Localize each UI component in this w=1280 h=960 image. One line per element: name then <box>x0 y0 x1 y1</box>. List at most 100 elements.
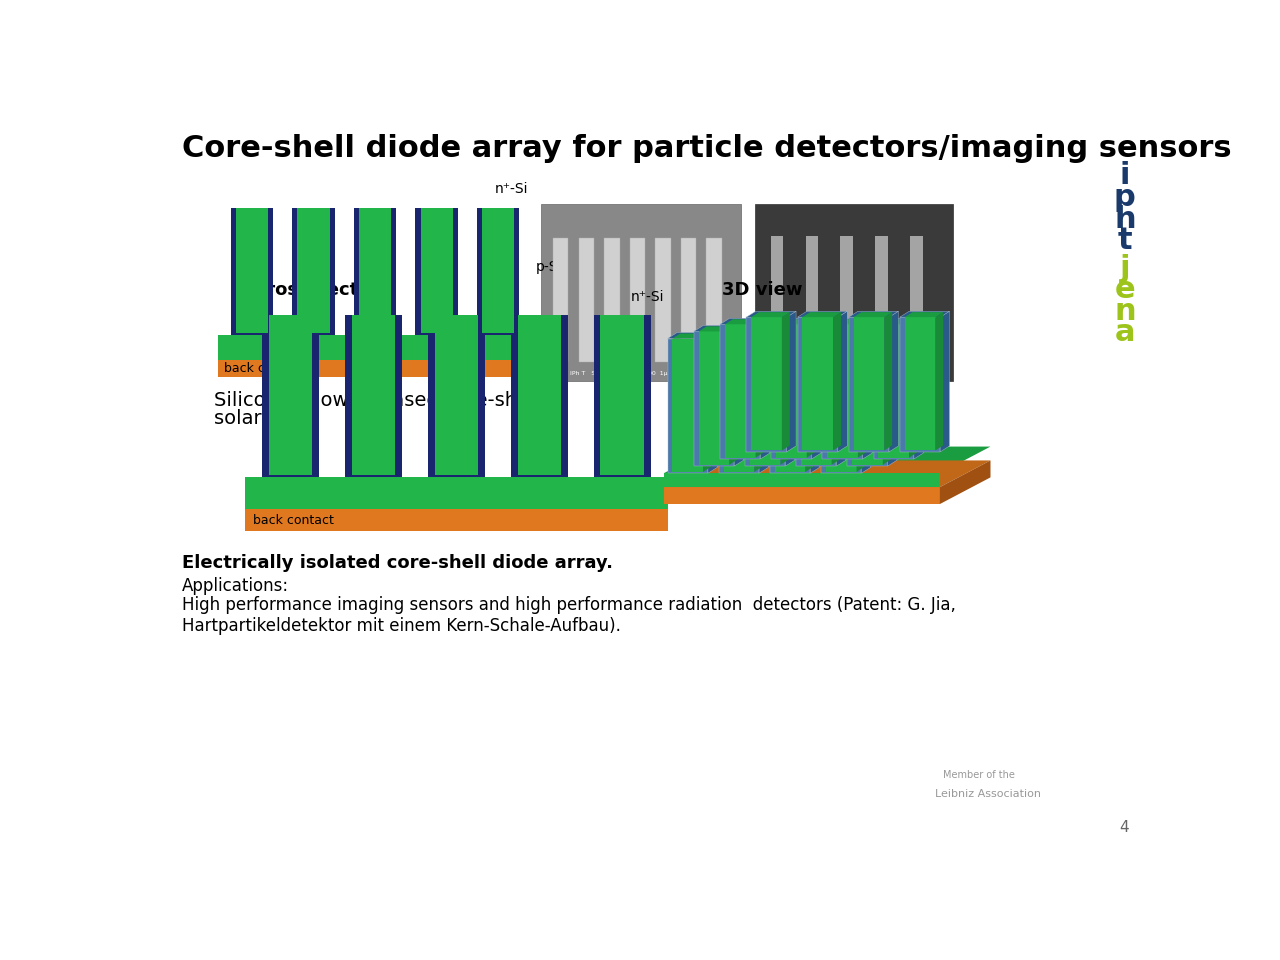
Text: Silicon nanowire based core-shell: Silicon nanowire based core-shell <box>214 391 540 410</box>
Bar <box>891 362 929 366</box>
Bar <box>541 204 741 381</box>
Bar <box>820 339 861 473</box>
Bar <box>435 316 479 475</box>
Polygon shape <box>724 320 764 324</box>
Bar <box>358 207 392 333</box>
Polygon shape <box>723 333 762 339</box>
Text: Member of the: Member of the <box>943 770 1015 780</box>
Bar <box>771 236 783 367</box>
Bar <box>655 238 671 362</box>
Polygon shape <box>771 332 819 339</box>
Bar <box>230 207 273 335</box>
Bar <box>900 317 940 452</box>
Bar <box>910 236 923 367</box>
Polygon shape <box>936 312 943 450</box>
Text: p-Si: p-Si <box>672 395 698 409</box>
Text: p-Si: p-Si <box>536 260 562 274</box>
Polygon shape <box>905 312 943 317</box>
Text: i: i <box>1120 161 1130 190</box>
Polygon shape <box>861 332 870 473</box>
Polygon shape <box>746 311 796 317</box>
Polygon shape <box>796 325 846 331</box>
Bar <box>854 317 884 450</box>
Polygon shape <box>940 461 991 504</box>
Bar <box>721 324 760 459</box>
Bar <box>218 360 532 377</box>
Bar <box>905 317 936 450</box>
Text: j: j <box>1120 253 1130 283</box>
Text: 3D view: 3D view <box>722 280 803 299</box>
Bar <box>707 238 722 362</box>
Text: 4: 4 <box>1119 820 1129 835</box>
Text: Core-shell diode array for particle detectors/imaging sensors: Core-shell diode array for particle dete… <box>182 134 1231 163</box>
Bar <box>269 316 312 475</box>
Bar <box>776 324 806 458</box>
Polygon shape <box>664 461 991 487</box>
Polygon shape <box>837 325 846 467</box>
Bar <box>876 236 888 367</box>
Polygon shape <box>810 332 819 473</box>
Polygon shape <box>694 325 744 331</box>
Bar <box>236 207 268 333</box>
Polygon shape <box>940 311 950 452</box>
Bar <box>805 236 818 367</box>
Bar <box>664 473 940 487</box>
Text: Cross-section: Cross-section <box>253 280 389 299</box>
Polygon shape <box>827 320 865 324</box>
Polygon shape <box>782 312 790 450</box>
Bar <box>594 316 650 477</box>
Polygon shape <box>884 312 892 450</box>
Bar <box>852 331 883 465</box>
Polygon shape <box>858 320 865 458</box>
Polygon shape <box>730 326 737 465</box>
Bar <box>246 477 668 510</box>
Bar <box>873 324 914 459</box>
Text: n⁺-Si: n⁺-Si <box>630 290 664 304</box>
Polygon shape <box>852 326 891 331</box>
Bar <box>772 324 812 459</box>
Polygon shape <box>708 332 717 473</box>
Polygon shape <box>806 320 815 458</box>
Bar <box>416 207 458 335</box>
Polygon shape <box>751 312 790 317</box>
Polygon shape <box>774 333 813 339</box>
Polygon shape <box>833 312 841 450</box>
Bar <box>346 316 402 477</box>
Bar <box>719 339 759 473</box>
Polygon shape <box>909 320 916 458</box>
Polygon shape <box>755 320 764 458</box>
Bar <box>841 236 852 367</box>
Bar <box>353 207 397 335</box>
Text: back contact: back contact <box>253 514 334 527</box>
Polygon shape <box>719 332 768 339</box>
Polygon shape <box>887 325 897 467</box>
Polygon shape <box>914 319 923 459</box>
Bar <box>511 316 568 477</box>
Polygon shape <box>664 446 991 473</box>
Bar <box>878 324 909 458</box>
Text: 1 µm: 1 µm <box>895 345 927 358</box>
Bar <box>421 207 453 333</box>
Polygon shape <box>772 319 820 324</box>
Bar <box>823 324 863 459</box>
Polygon shape <box>820 332 870 339</box>
Bar <box>672 339 703 471</box>
Polygon shape <box>812 319 820 459</box>
Polygon shape <box>854 312 892 317</box>
Text: e: e <box>1115 276 1135 304</box>
Bar <box>694 331 735 467</box>
Text: High performance imaging sensors and high performance radiation  detectors (Pate: High performance imaging sensors and hig… <box>182 596 956 636</box>
Bar <box>755 204 952 381</box>
Text: Leibniz Association: Leibniz Association <box>934 789 1041 799</box>
Text: IPh T   SEI  10.0kV  x15,000  1µm  WD 7.0mm: IPh T SEI 10.0kV x15,000 1µm WD 7.0mm <box>570 372 713 376</box>
Polygon shape <box>759 332 768 473</box>
Bar <box>750 331 781 465</box>
Bar <box>796 331 837 467</box>
Text: back contact: back contact <box>224 362 305 375</box>
Polygon shape <box>878 320 916 324</box>
Polygon shape <box>703 333 712 471</box>
Bar <box>745 331 786 467</box>
Bar <box>477 207 520 335</box>
Bar <box>723 339 754 471</box>
Polygon shape <box>849 311 899 317</box>
